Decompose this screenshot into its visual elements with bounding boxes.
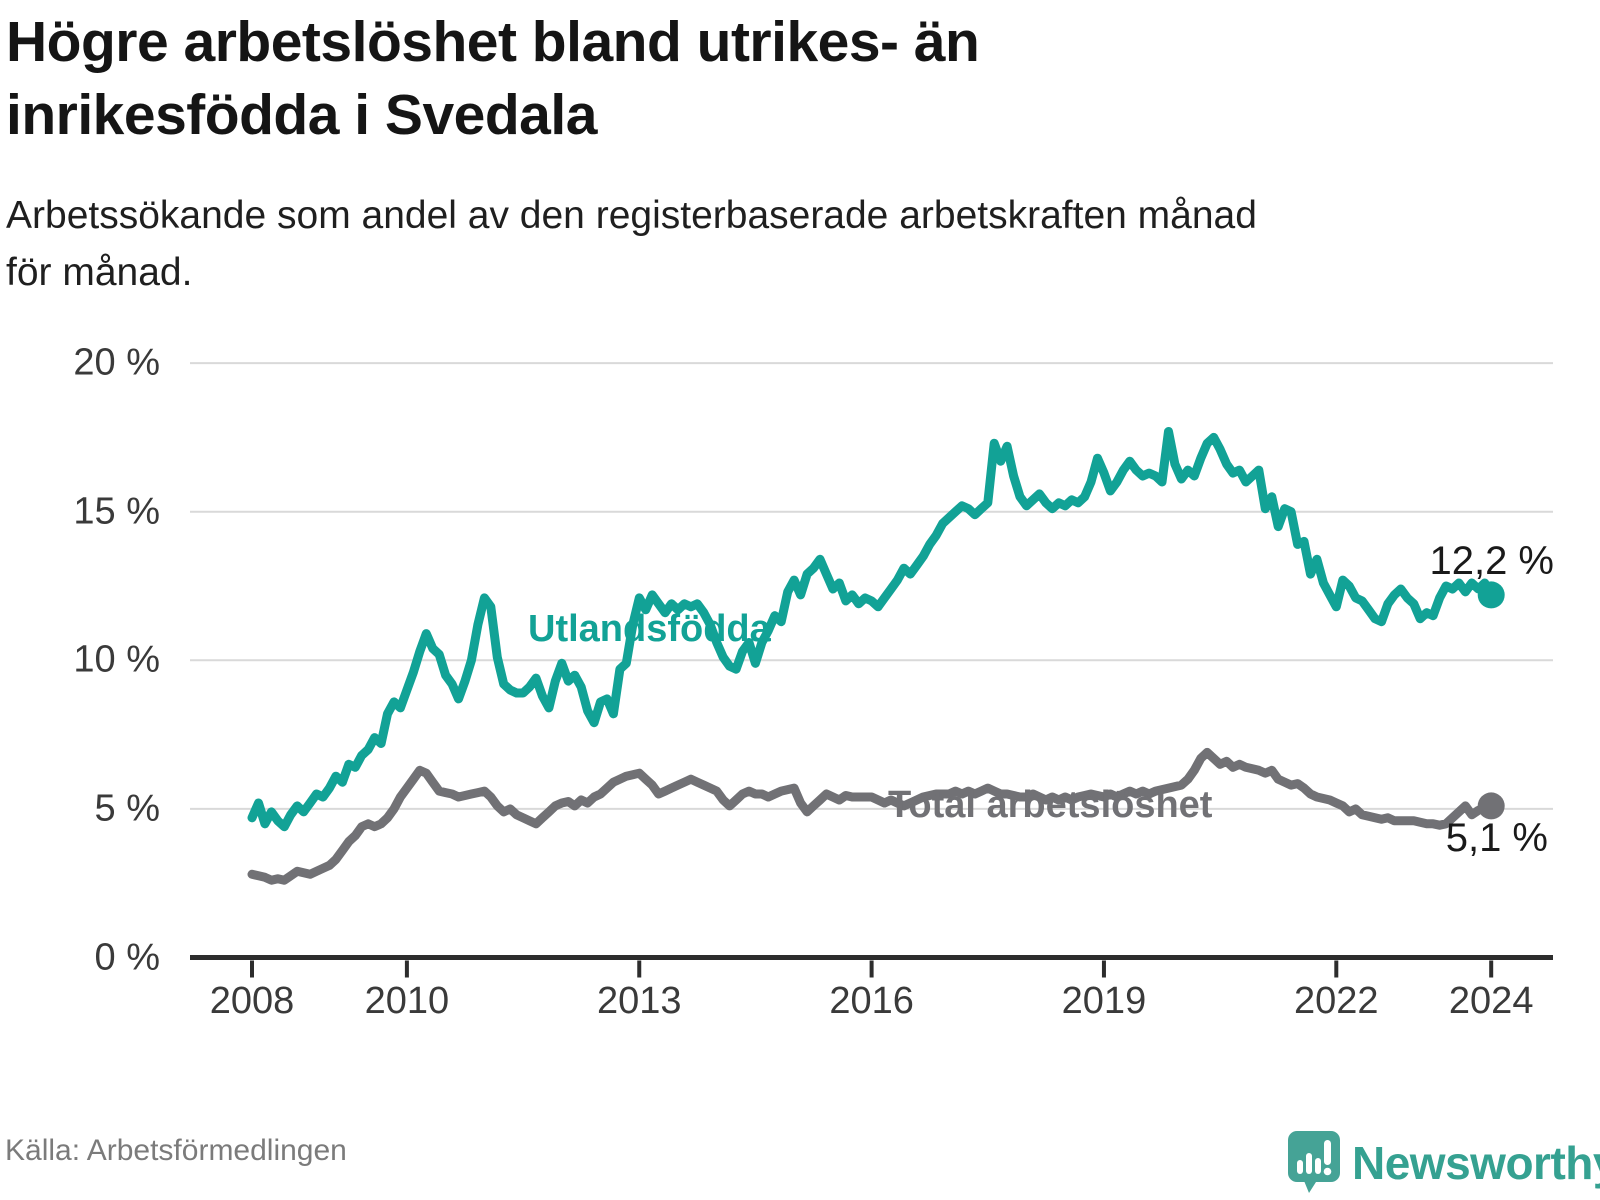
page-subtitle: Arbetssökande som andel av den registerb… [6, 194, 1257, 294]
x-tick-label-2016: 2016 [829, 980, 914, 1022]
y-tick-label-0: 0 % [94, 936, 160, 978]
x-tick-label-2022: 2022 [1294, 980, 1379, 1022]
end-value-label-total: 5,1 % [1445, 816, 1548, 860]
series-end-dot-1 [1477, 792, 1505, 820]
x-tick-label-2024: 2024 [1448, 980, 1534, 1022]
x-tick-label-2019: 2019 [1061, 980, 1147, 1022]
x-tick-label-2010: 2010 [364, 980, 450, 1022]
newsworthy-logo: Newsworthy [1286, 1130, 1600, 1196]
y-tick-label-15: 15 % [73, 490, 160, 533]
page-title: Högre arbetslöshet bland utrikes- än inr… [6, 10, 980, 147]
y-tick-label-20: 20 % [73, 341, 160, 384]
source-credit: Källa: Arbetsförmedlingen [5, 1134, 347, 1167]
y-tick-label-5: 5 % [94, 787, 160, 830]
brand-name: Newsworthy [1352, 1137, 1600, 1189]
y-tick-label-10: 10 % [73, 638, 160, 681]
series-line-1 [247, 747, 1496, 885]
end-value-label-utlandsfodda: 12,2 % [1429, 539, 1554, 583]
x-tick-label-2008: 2008 [209, 980, 295, 1022]
bar-chart-speech-bubble-icon [1288, 1131, 1340, 1193]
x-tick-label-2013: 2013 [596, 980, 682, 1022]
series-label-utlandsfodda: Utlandsfödda [528, 608, 771, 650]
series-line-0 [247, 427, 1496, 832]
series-end-dot-0 [1477, 581, 1505, 609]
line-chart [190, 362, 1553, 978]
series-label-total-arbetsloshet: Total arbetslöshet [888, 784, 1213, 826]
